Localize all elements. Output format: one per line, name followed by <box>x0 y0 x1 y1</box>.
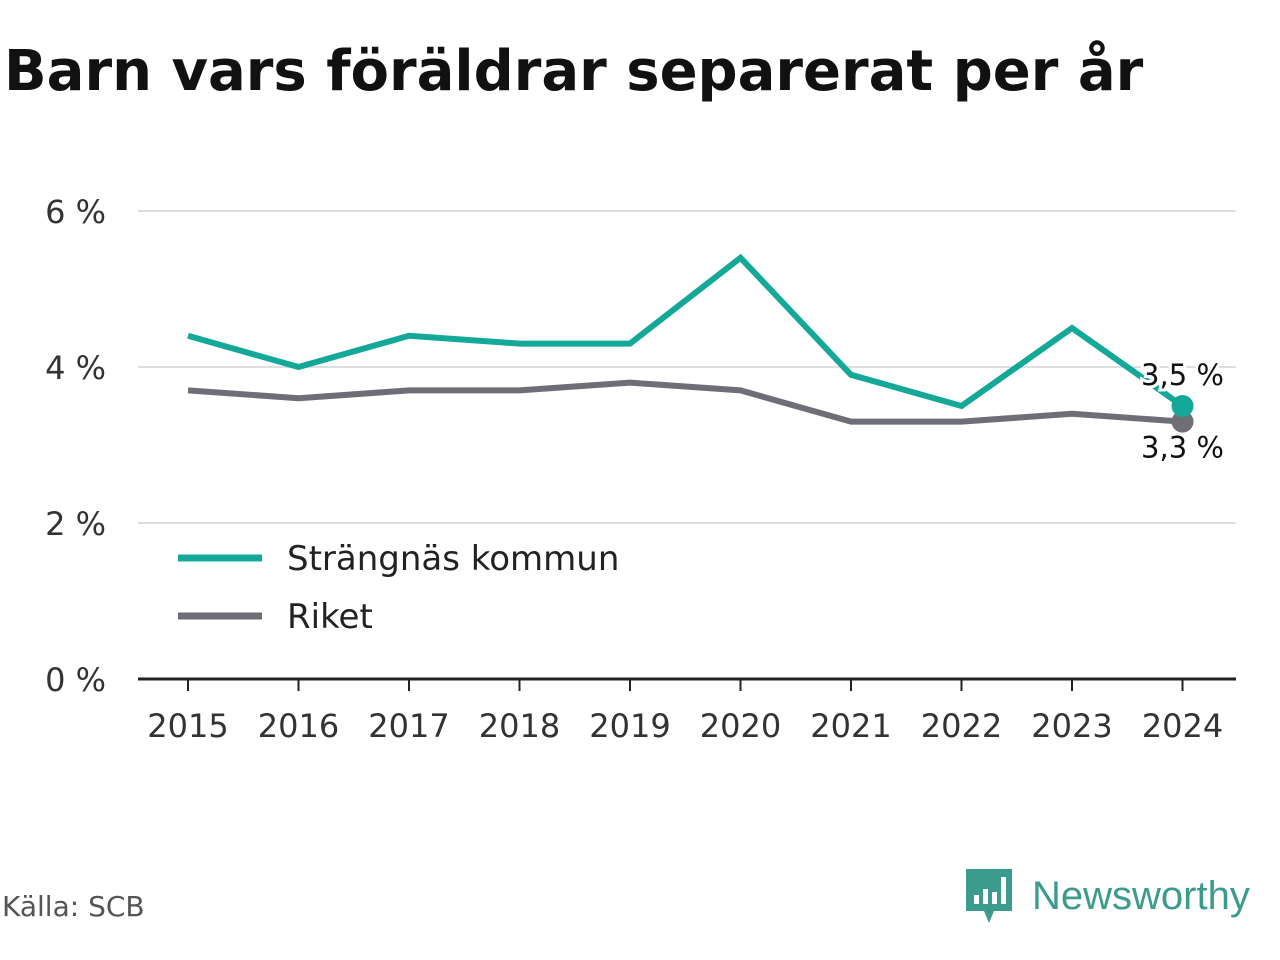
y-tick-label: 2 % <box>45 505 106 543</box>
x-tick-label: 2016 <box>258 707 339 745</box>
y-tick-label: 0 % <box>45 661 106 699</box>
y-axis-ticks: 0 % 2 % 4 % 6 % <box>45 193 106 699</box>
series-line <box>187 379 1183 425</box>
x-tick-label: 2022 <box>921 707 1002 745</box>
series-lines <box>187 253 1194 433</box>
x-tick-label: 2015 <box>147 707 228 745</box>
series-line <box>187 253 1185 410</box>
x-axis: 2015 2016 2017 2018 2019 2020 2021 2022 2023 2024 <box>138 677 1236 745</box>
end-point-marker <box>1171 410 1194 433</box>
brand-name: Newsworthy <box>1032 874 1250 918</box>
legend: Strängnäs kommun Riket <box>178 539 619 637</box>
x-tick-label: 2020 <box>700 707 781 745</box>
brand-logo: Newsworthy <box>964 864 1250 928</box>
gridlines <box>138 210 1236 524</box>
newsworthy-logo-icon <box>966 869 1012 923</box>
x-tick-label: 2019 <box>589 707 670 745</box>
x-tick-label: 2017 <box>368 707 449 745</box>
source-note: Källa: SCB <box>2 890 145 923</box>
end-labels: 3,5 % 3,3 % <box>1138 355 1227 468</box>
end-value-label: 3,3 % <box>1141 431 1224 465</box>
end-value-label: 3,5 % <box>1141 358 1224 392</box>
x-tick-label: 2023 <box>1031 707 1112 745</box>
x-tick-label: 2024 <box>1142 707 1223 745</box>
legend-label: Riket <box>287 597 373 637</box>
end-point-marker <box>1171 395 1194 417</box>
chart-title: Barn vars föräldrar separerat per år <box>4 39 1144 104</box>
y-tick-label: 6 % <box>45 193 106 231</box>
y-tick-label: 4 % <box>45 349 106 387</box>
x-tick-label: 2021 <box>810 707 891 745</box>
x-tick-label: 2018 <box>479 707 560 745</box>
legend-label: Strängnäs kommun <box>287 539 619 579</box>
